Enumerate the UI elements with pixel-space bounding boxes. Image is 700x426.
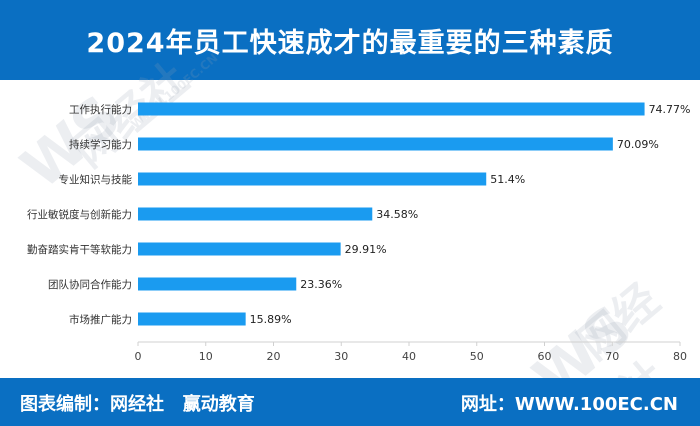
bar [138,207,373,221]
data-label: 15.89% [250,313,292,326]
bar [138,102,645,116]
data-label: 74.77% [649,103,691,116]
bar [138,312,246,326]
credits-orgs: 网经社 赢动教育 [110,394,255,415]
data-label: 29.91% [345,243,387,256]
chart-footer: 图表编制：网经社 赢动教育 网址：WWW.100EC.CN [0,378,700,426]
chart-header: 2024年员工快速成才的最重要的三种素质 [0,0,700,80]
x-tick-label: 10 [199,350,213,363]
bar-chart: 0 10 20 30 40 50 60 70 80 工作执行能力 74.77% 持续学习能力 70.09… [27,102,691,363]
bar [138,172,487,186]
category-label: 行业敏锐度与创新能力 [27,208,132,221]
website-url[interactable]: WWW.100EC.CN [514,394,678,415]
data-label: 51.4% [490,173,525,186]
data-label: 34.58% [376,208,418,221]
x-tick-label: 50 [470,350,484,363]
x-tick-label: 70 [605,350,619,363]
x-tick-label: 40 [402,350,416,363]
x-tick-label: 30 [334,350,348,363]
category-label: 市场推广能力 [69,313,132,326]
category-label: 持续学习能力 [69,138,132,151]
category-label: 勤奋踏实肯干等软能力 [27,243,132,256]
x-tick-label: 80 [673,350,687,363]
chart-title: 2024年员工快速成才的最重要的三种素质 [86,27,614,59]
x-tick-label: 60 [538,350,552,363]
bar [138,137,613,151]
bar [138,277,297,291]
data-label: 23.36% [300,278,342,291]
website-label: 网址： [460,394,515,415]
credits: 图表编制：网经社 赢动教育 [20,390,255,416]
chart-area: 0 10 20 30 40 50 60 70 80 工作执行能力 74.77% 持续学习能力 70.09… [0,80,700,378]
x-tick-label: 0 [135,350,142,363]
website: 网址：WWW.100EC.CN [461,390,678,416]
x-tick-label: 20 [267,350,281,363]
category-label: 专业知识与技能 [59,173,133,186]
category-label: 工作执行能力 [69,103,132,116]
bar [138,242,341,256]
category-label: 团队协同合作能力 [48,278,132,291]
data-label: 70.09% [617,138,659,151]
credits-label: 图表编制： [20,394,110,415]
